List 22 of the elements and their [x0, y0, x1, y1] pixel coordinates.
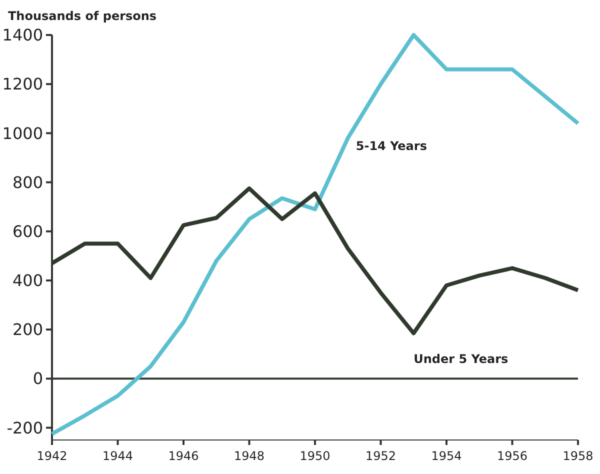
y-tick-label: 0 — [32, 369, 43, 388]
y-tick-label: 1000 — [2, 124, 43, 143]
x-tick-label: 1946 — [168, 449, 199, 463]
y-tick-label: 800 — [12, 172, 43, 192]
x-tick-label: 1952 — [365, 449, 396, 463]
line-series — [50, 33, 580, 436]
y-tick-label: 400 — [12, 271, 43, 290]
y-axis-title: Thousands of persons — [8, 9, 157, 23]
x-tick-label: 1942 — [36, 449, 68, 463]
y-tick-label: 1200 — [2, 74, 43, 94]
y-tick-label: 1400 — [2, 26, 43, 45]
x-tick-label: 1954 — [431, 449, 462, 463]
x-tick-label: 1950 — [300, 449, 330, 463]
y-tick-label: -200 — [6, 418, 43, 438]
series-label: Under 5 Years — [414, 352, 508, 366]
y-tick-label: 600 — [12, 222, 43, 241]
series-label: 5-14 Years — [356, 139, 427, 154]
x-tick-label: 1958 — [562, 449, 594, 463]
x-tick-label: 1948 — [234, 449, 265, 463]
y-tick-label: 200 — [12, 320, 43, 340]
x-tick-label: 1944 — [102, 449, 134, 463]
x-tick-label: 1956 — [496, 449, 528, 463]
